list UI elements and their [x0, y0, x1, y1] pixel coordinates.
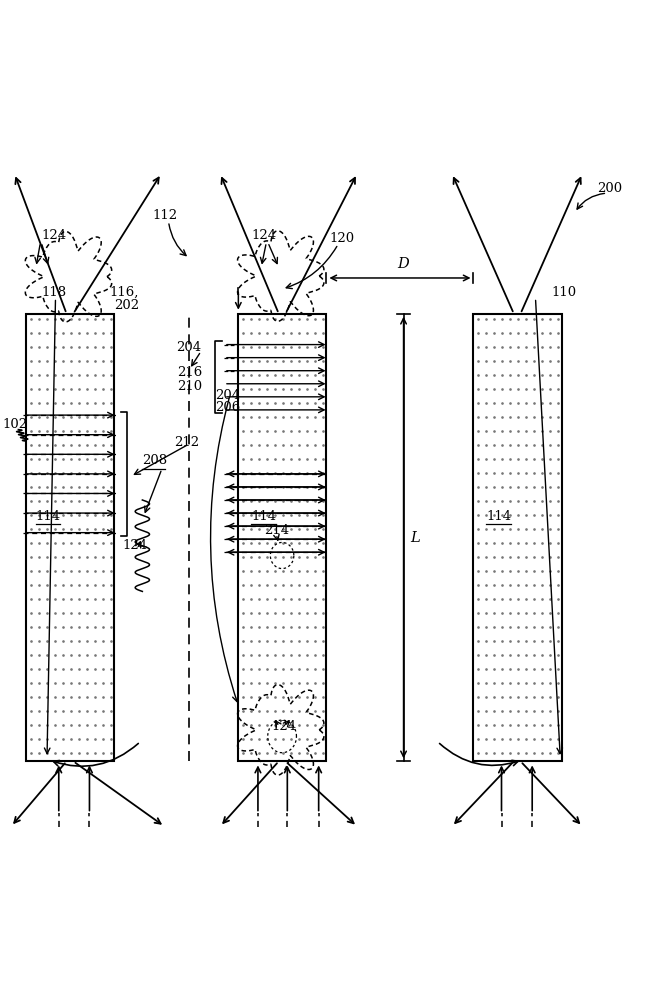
Text: 206: 206 — [215, 401, 241, 414]
Text: L: L — [410, 531, 420, 545]
Text: 112: 112 — [152, 209, 177, 222]
Text: 214: 214 — [264, 524, 289, 537]
Text: 110: 110 — [552, 286, 577, 299]
Text: 216: 216 — [178, 366, 203, 379]
Bar — [26, 314, 114, 761]
Text: 124: 124 — [271, 720, 296, 733]
Text: 208: 208 — [142, 454, 167, 467]
Text: 200: 200 — [597, 182, 622, 195]
Text: 118: 118 — [41, 286, 66, 299]
Text: 204: 204 — [215, 389, 240, 402]
Text: 124: 124 — [123, 539, 148, 552]
Text: 114: 114 — [251, 510, 276, 523]
Text: 116,: 116, — [110, 286, 139, 299]
Text: 102: 102 — [2, 418, 27, 431]
Text: 124: 124 — [41, 229, 66, 242]
Bar — [238, 314, 326, 761]
Text: 114: 114 — [486, 510, 511, 523]
Text: 124: 124 — [251, 229, 276, 242]
Text: 202: 202 — [114, 299, 139, 312]
Text: D: D — [397, 257, 409, 271]
Text: 114: 114 — [36, 510, 61, 523]
Text: 204: 204 — [176, 341, 201, 354]
Bar — [473, 314, 562, 761]
Text: 120: 120 — [330, 232, 355, 245]
Text: 212: 212 — [174, 436, 199, 449]
Text: 210: 210 — [178, 380, 202, 393]
